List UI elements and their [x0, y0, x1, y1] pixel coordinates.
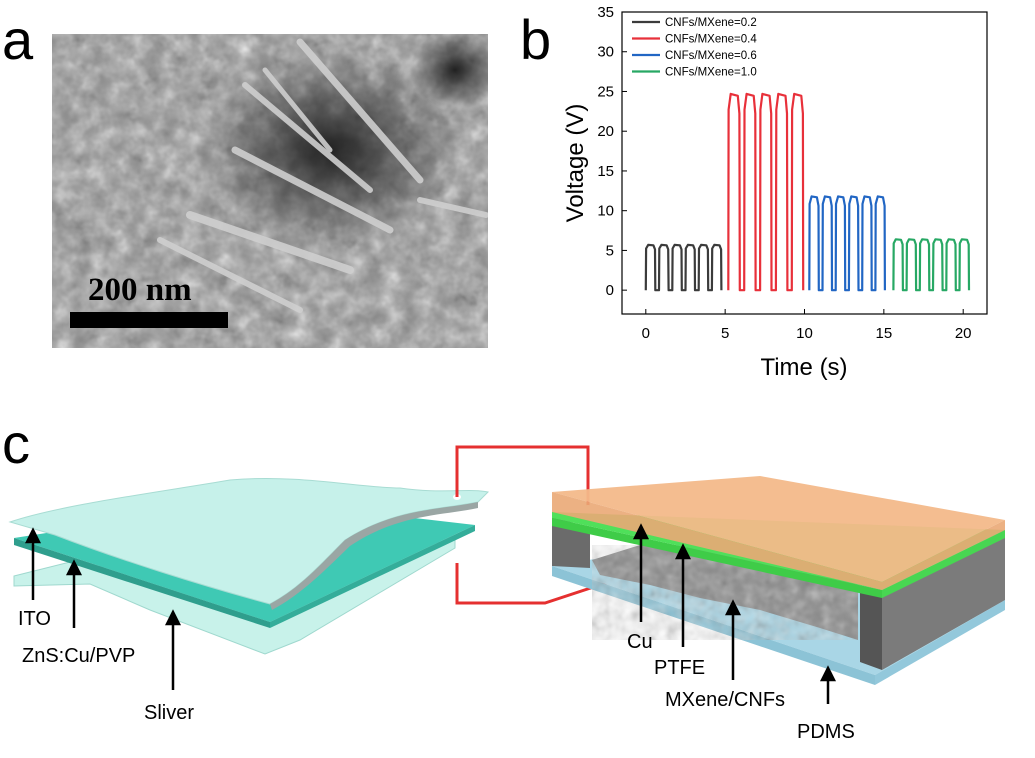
series-line-0 [644, 243, 723, 292]
legend-label: CNFs/MXene=1.0 [665, 67, 757, 79]
legend-label: CNFs/MXene=0.4 [665, 34, 757, 46]
panel-a-letter: a [2, 8, 34, 71]
ito-layer [8, 478, 489, 605]
y-tick-label: 0 [606, 282, 614, 299]
y-tick-label: 5 [606, 242, 614, 259]
panel-b-letter: b [520, 8, 552, 71]
label-sliver: Sliver [144, 702, 194, 724]
right-device-diagram: Cu PTFE MXene/CNFs PDMS [552, 476, 1005, 743]
legend-label: CNFs/MXene=0.6 [665, 50, 757, 62]
label-zns-cu-pvp: ZnS:Cu/PVP [22, 645, 135, 667]
left-device-diagram: ITO ZnS:Cu/PVP Sliver [8, 478, 489, 724]
y-tick-label: 15 [597, 163, 614, 180]
frame-wall-right [860, 588, 882, 670]
scale-bar [70, 312, 228, 328]
x-tick-label: 20 [955, 325, 972, 342]
y-tick-label: 30 [597, 44, 614, 61]
connection-wires [455, 445, 634, 605]
panel-c-letter: c [2, 412, 30, 475]
x-tick-label: 10 [796, 325, 813, 342]
x-tick-label: 5 [721, 325, 729, 342]
y-tick-label: 10 [597, 203, 614, 220]
scale-bar-label: 200 nm [88, 272, 192, 308]
label-ito: ITO [18, 608, 51, 630]
y-tick-label: 25 [597, 83, 614, 100]
label-pdms: PDMS [797, 721, 855, 743]
cu-layer [552, 476, 1005, 582]
series-line-2 [808, 195, 886, 292]
x-tick-label: 0 [642, 325, 650, 342]
series-line-1 [727, 92, 805, 292]
sem-image: 200 nm [52, 34, 488, 348]
y-tick-label: 35 [597, 4, 614, 21]
label-cu: Cu [627, 631, 653, 653]
chart-y-axis-label: Voltage (V) [562, 104, 589, 223]
x-tick-label: 15 [876, 325, 893, 342]
label-ptfe: PTFE [654, 657, 705, 679]
voltage-chart: 0 5 10 15 20 25 30 35 0 5 10 15 20 CNFs/MXene=0.2 CNF… [562, 4, 988, 381]
label-mxene-cnfs: MXene/CNFs [665, 689, 785, 711]
chart-x-axis-label: Time (s) [760, 354, 847, 381]
series-line-3 [892, 238, 971, 292]
legend-label: CNFs/MXene=0.2 [665, 17, 757, 29]
y-tick-label: 20 [597, 123, 614, 140]
